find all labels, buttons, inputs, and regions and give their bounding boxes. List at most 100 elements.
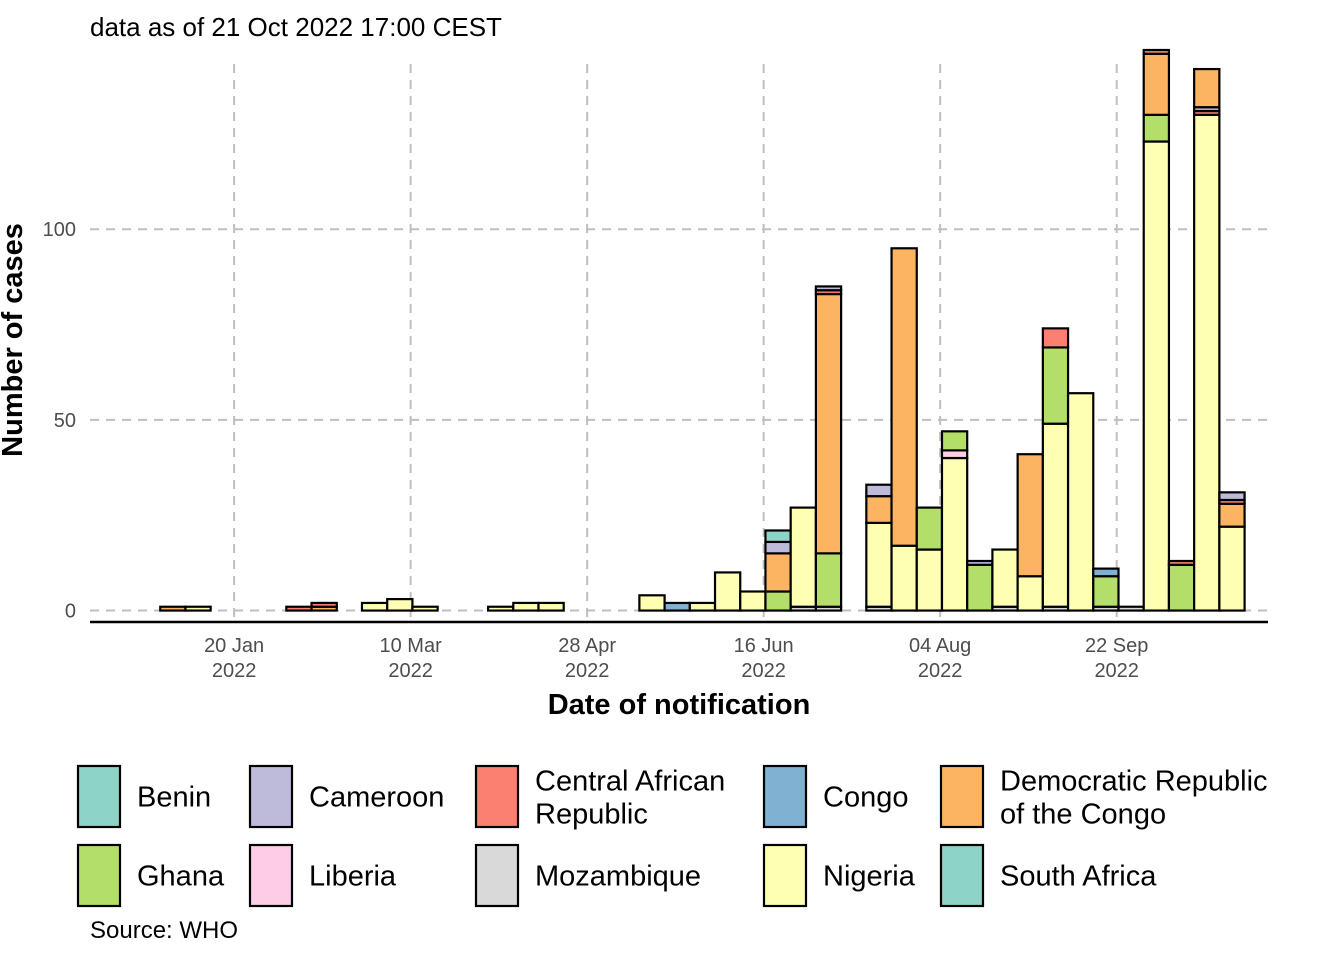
legend-swatch: [474, 843, 520, 908]
bar-segment: [966, 563, 994, 612]
legend-swatch: [762, 764, 808, 829]
legend-label: Benin: [137, 782, 211, 814]
bar-segment: [1193, 67, 1221, 109]
bar-segment: [1218, 525, 1246, 612]
bar-segment: [1142, 52, 1171, 116]
bar-segment: [688, 601, 717, 612]
legend-label: Nigeria: [823, 861, 916, 893]
bar-segment: [1142, 48, 1171, 55]
legend-label: Cameroon: [309, 782, 444, 814]
x-tick-label: 2022: [918, 660, 963, 682]
x-tick-label: 16 Jun: [734, 635, 794, 657]
bar-segment: [890, 247, 918, 547]
bar-segment: [537, 601, 565, 612]
legend-swatch: [76, 843, 122, 908]
x-tick-labels: 20 Jan 2022 10 Mar 2022 28 Apr 2022 16 Jun 2022…: [204, 635, 1148, 682]
bar-segment: [739, 590, 767, 612]
bar-segment: [1167, 559, 1196, 566]
x-tick-label: 2022: [1094, 660, 1139, 682]
bar-segment: [814, 285, 843, 292]
bar-segment: [940, 456, 969, 612]
bar-segment: [991, 548, 1019, 608]
chart-caption: Source: WHO: [90, 917, 238, 944]
x-tick-label: 10 Mar: [379, 635, 442, 657]
bar-segment: [1193, 113, 1221, 612]
x-tick-label: 20 Jan: [204, 635, 264, 657]
legend-swatch: [939, 843, 985, 908]
bar-segment: [1167, 563, 1196, 612]
bar-segment: [890, 544, 918, 612]
bar-segment: [789, 506, 817, 608]
bar-segment: [285, 605, 313, 612]
bar-segment: [1218, 502, 1246, 528]
bar-segment: [184, 605, 212, 612]
x-tick-label: 2022: [212, 660, 257, 682]
legend-label: Central African: [535, 766, 725, 798]
bar-segment: [713, 571, 742, 612]
bar-segment: [764, 529, 792, 544]
y-tick-label: 100: [43, 219, 76, 241]
y-tick-label: 0: [65, 601, 76, 623]
bar-segment: [940, 449, 969, 460]
bar-segment: [663, 601, 691, 612]
bar-segment: [1066, 392, 1095, 612]
bar-segment: [966, 559, 994, 566]
bar-segment: [310, 601, 338, 608]
bar-segment: [1092, 575, 1120, 608]
legend-swatch: [76, 764, 122, 829]
x-tick-label: 04 Aug: [909, 635, 971, 657]
bar-segment: [360, 601, 389, 612]
bar-segment: [1142, 140, 1171, 612]
bar-segment: [1218, 491, 1246, 502]
legend-swatch: [474, 764, 520, 829]
y-tick-labels: 0 50 100: [43, 219, 76, 622]
bar-segment: [865, 495, 893, 524]
bar-segment: [1117, 605, 1145, 612]
legend-label: Congo: [823, 782, 908, 814]
x-tick-label: 22 Sep: [1085, 635, 1148, 657]
bar-segment: [865, 483, 893, 498]
legend-label: Ghana: [137, 861, 225, 893]
y-axis-title: Number of cases: [0, 223, 29, 457]
legend-swatch: [248, 764, 294, 829]
bar-segment: [1041, 422, 1070, 608]
x-axis-title: Date of notification: [548, 689, 811, 721]
bar-segment: [814, 552, 843, 608]
bar-segment: [411, 605, 439, 612]
legend-swatch: [762, 843, 808, 908]
x-tick-label: 2022: [388, 660, 433, 682]
bars: [159, 48, 1246, 612]
x-tick-label: 2022: [565, 660, 610, 682]
bar-segment: [1016, 575, 1044, 612]
bar-segment: [865, 521, 893, 608]
legend-label: Democratic Republic: [1000, 766, 1268, 798]
bar-segment: [386, 598, 414, 612]
legend-label: Liberia: [309, 861, 397, 893]
legend-swatch: [248, 843, 294, 908]
bar-segment: [1041, 327, 1070, 349]
bar-segment: [764, 540, 792, 555]
bar-segment: [915, 548, 944, 612]
legend-swatch: [939, 764, 985, 829]
bar-segment: [814, 292, 843, 555]
bar-segment: [159, 605, 187, 612]
bar-segment: [1041, 346, 1070, 425]
x-tick-label: 2022: [741, 660, 786, 682]
bar-segment: [486, 605, 515, 612]
bar-segment: [764, 552, 792, 593]
bar-segment: [915, 506, 944, 551]
bar-segment: [512, 601, 540, 612]
legend-label: Republic: [535, 799, 648, 831]
bar-segment: [1142, 113, 1171, 143]
chart-subtitle: data as of 21 Oct 2022 17:00 CEST: [90, 12, 502, 42]
bar-segment: [1092, 567, 1120, 578]
y-tick-label: 50: [54, 410, 76, 432]
legend-label: Mozambique: [535, 861, 701, 893]
legend-label: South Africa: [1000, 861, 1157, 893]
bar-segment: [940, 430, 969, 452]
x-tick-label: 28 Apr: [558, 635, 616, 657]
bar-segment: [764, 590, 792, 612]
bar-segment: [1016, 453, 1044, 578]
